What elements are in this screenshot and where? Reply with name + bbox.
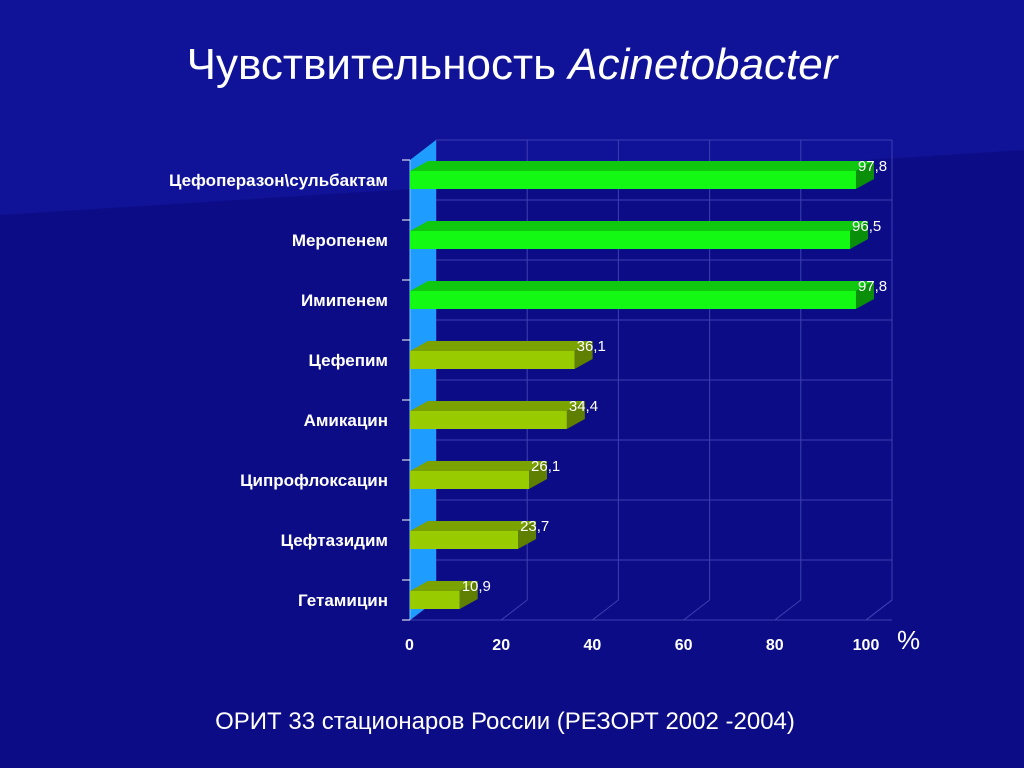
floor-grid-line	[592, 599, 619, 621]
category-label: Имипенем	[301, 291, 388, 310]
bar-value-label: 97,8	[858, 278, 887, 295]
slide-footer: ОРИТ 33 стационаров России (РЕЗОРТ 2002 …	[215, 708, 795, 735]
floor-grid-line	[500, 599, 528, 621]
x-tick-label: 20	[492, 637, 510, 654]
floor-grid-line	[774, 599, 802, 621]
category-label: Ципрофлоксацин	[240, 471, 388, 490]
category-label: Амикацин	[304, 411, 388, 430]
bar-top-face	[410, 281, 874, 291]
bar-side-face	[518, 521, 537, 549]
bar-top-face	[410, 161, 874, 171]
bar-top-face	[410, 341, 593, 351]
bar-top-face	[410, 221, 869, 231]
bar-value-label: 26,1	[531, 458, 560, 475]
bar	[410, 471, 530, 489]
x-tick-label: 100	[853, 637, 880, 654]
bar-top-face	[410, 521, 537, 531]
bar-top-face	[410, 581, 478, 591]
bar	[410, 231, 851, 249]
floor-grid-line	[683, 599, 710, 621]
x-tick-label: 0	[405, 637, 414, 654]
bar	[410, 291, 856, 309]
bar-value-label: 97,8	[858, 158, 887, 175]
bar-value-label: 34,4	[569, 398, 598, 415]
bar-value-label: 23,7	[520, 518, 549, 535]
category-label: Цефепим	[309, 351, 388, 370]
bar	[410, 411, 567, 429]
bar-side-face	[459, 581, 478, 609]
bar-side-face	[855, 281, 874, 309]
category-label: Гетамицин	[298, 591, 388, 610]
category-label: Цефтазидим	[281, 531, 388, 550]
slide-title: Чувствительность Acinetobacter	[0, 40, 1024, 90]
bar-value-label: 96,5	[852, 218, 881, 235]
category-label: Цефоперазон\сульбактам	[169, 171, 388, 190]
bar	[410, 171, 856, 189]
bar-side-face	[855, 161, 874, 189]
bar	[410, 351, 575, 369]
bar-side-face	[850, 221, 869, 249]
bar-chart: 97,8 Цефоперазон\сульбактам 96,5 Меропенем 9…	[169, 139, 893, 654]
bar-value-label: 36,1	[577, 338, 606, 355]
x-tick-label: 40	[584, 637, 602, 654]
x-tick-label: 80	[766, 637, 784, 654]
bar-side-face	[574, 341, 593, 369]
bar	[410, 591, 460, 609]
unit-label: %	[897, 625, 921, 655]
title-italic: Acinetobacter	[568, 40, 838, 89]
title-main: Чувствительность	[186, 40, 569, 89]
floor-right-edge	[865, 599, 893, 621]
bar-top-face	[410, 401, 585, 411]
bar-side-face	[566, 401, 585, 429]
chart-left-wall	[410, 140, 436, 620]
bar-value-label: 10,9	[462, 578, 491, 595]
x-tick-label: 60	[675, 637, 693, 654]
bar-side-face	[529, 461, 548, 489]
category-label: Меропенем	[292, 231, 388, 250]
bar-top-face	[410, 461, 548, 471]
bar	[410, 531, 519, 549]
